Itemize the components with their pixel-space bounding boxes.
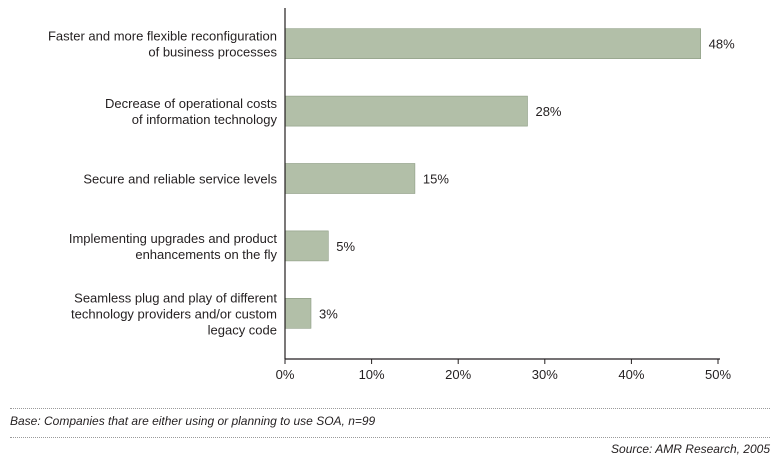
bar-chart: Faster and more flexible reconfiguration… xyxy=(48,8,735,382)
category-labels-group: Faster and more flexible reconfiguration… xyxy=(48,29,278,338)
x-tick-label-50: 50% xyxy=(705,367,731,382)
x-tick-label-40: 40% xyxy=(618,367,644,382)
bar-1 xyxy=(284,28,701,60)
category-label-2: Decrease of operational costs of informat… xyxy=(105,96,277,127)
x-tick-label-20: 20% xyxy=(445,367,471,382)
bars-group xyxy=(284,28,701,329)
value-label-4: 5% xyxy=(336,239,355,254)
x-tick-label-30: 30% xyxy=(532,367,558,382)
value-label-1: 48% xyxy=(709,37,735,52)
bar-3 xyxy=(284,163,416,194)
x-tick-label-10: 10% xyxy=(359,367,385,382)
bar-4 xyxy=(284,230,329,262)
bar-2 xyxy=(284,95,528,127)
value-label-2: 28% xyxy=(535,104,561,119)
footnote-rule xyxy=(10,408,770,409)
category-label-4: Implementing upgrades and product enhance… xyxy=(69,231,278,262)
source-note: Source: AMR Research, 2005 xyxy=(611,442,770,456)
x-axis: 0% 10% 20% 30% 40% 50% xyxy=(276,8,731,382)
category-label-3: Secure and reliable service levels xyxy=(83,172,277,187)
value-label-5: 3% xyxy=(319,306,338,321)
source-rule xyxy=(10,437,770,438)
value-label-3: 15% xyxy=(423,172,449,187)
category-label-5: Seamless plug and play of different techn… xyxy=(71,290,277,337)
bar-5 xyxy=(284,297,312,329)
footnote: Base: Companies that are either using or… xyxy=(10,414,376,428)
x-tick-label-0: 0% xyxy=(276,367,295,382)
category-label-1: Faster and more flexible reconfiguration… xyxy=(48,29,278,60)
value-labels-group: 48% 28% 15% 5% 3% xyxy=(319,37,735,322)
